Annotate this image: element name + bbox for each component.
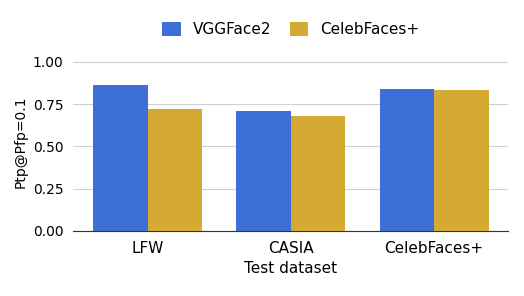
Bar — [379, 89, 434, 231]
Y-axis label: Ptp@Pfp=0.1: Ptp@Pfp=0.1 — [13, 96, 27, 188]
X-axis label: Test dataset: Test dataset — [244, 261, 337, 276]
Bar — [148, 109, 202, 231]
Bar — [291, 116, 345, 231]
Bar — [93, 86, 148, 231]
Bar — [434, 91, 488, 231]
Bar — [236, 111, 291, 231]
Legend: VGGFace2, CelebFaces+: VGGFace2, CelebFaces+ — [162, 22, 419, 37]
